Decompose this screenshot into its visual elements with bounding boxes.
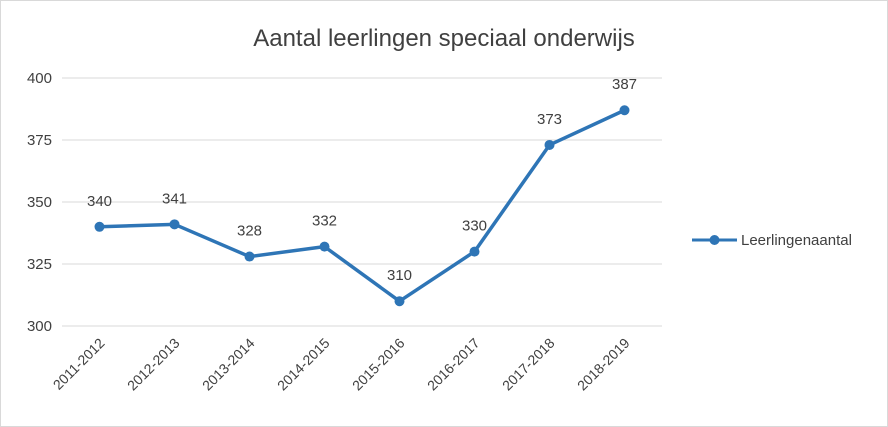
data-point	[244, 251, 255, 262]
data-labels: 340 341 328 332 310 330 373 387	[87, 76, 637, 284]
chart-title: Aantal leerlingen speciaal onderwijs	[253, 25, 635, 52]
data-point	[94, 221, 105, 232]
x-tick-label: 2014-2015	[274, 335, 333, 394]
series-layer	[94, 105, 630, 307]
y-tick-label: 350	[27, 194, 52, 211]
x-tick-label: 2012-2013	[124, 335, 183, 394]
data-point	[169, 219, 180, 230]
data-point	[394, 296, 405, 307]
data-label: 330	[462, 218, 487, 235]
data-point	[619, 105, 630, 116]
legend: Leerlingenaantal	[692, 232, 852, 249]
gridlines	[62, 77, 662, 327]
y-tick-label: 400	[27, 70, 52, 87]
data-point	[319, 241, 330, 252]
y-tick-label: 375	[27, 132, 52, 149]
data-label: 387	[612, 76, 637, 93]
data-label: 310	[387, 267, 412, 284]
x-tick-label: 2015-2016	[349, 335, 408, 394]
data-label: 373	[537, 111, 562, 128]
data-label: 340	[87, 193, 112, 210]
data-label: 328	[237, 223, 262, 240]
series-line	[97, 108, 627, 303]
x-tick-label: 2011-2012	[50, 335, 108, 393]
x-tick-label: 2018-2019	[574, 335, 633, 394]
data-point	[469, 246, 480, 257]
x-tick-label: 2013-2014	[199, 335, 258, 394]
legend-label: Leerlingenaantal	[741, 232, 852, 249]
data-label: 341	[162, 190, 187, 207]
x-tick-label: 2017-2018	[499, 335, 558, 394]
data-label: 332	[312, 213, 337, 230]
data-point	[544, 139, 555, 150]
y-tick-label: 325	[27, 256, 52, 273]
x-tick-label: 2016-2017	[424, 335, 483, 394]
y-axis-ticks: 300 325 350 375 400	[27, 70, 52, 335]
legend-point-marker	[709, 235, 720, 245]
x-axis-ticks: 2011-2012 2012-2013 2013-2014 2014-2015 2015…	[50, 335, 633, 394]
y-tick-label: 300	[27, 318, 52, 335]
